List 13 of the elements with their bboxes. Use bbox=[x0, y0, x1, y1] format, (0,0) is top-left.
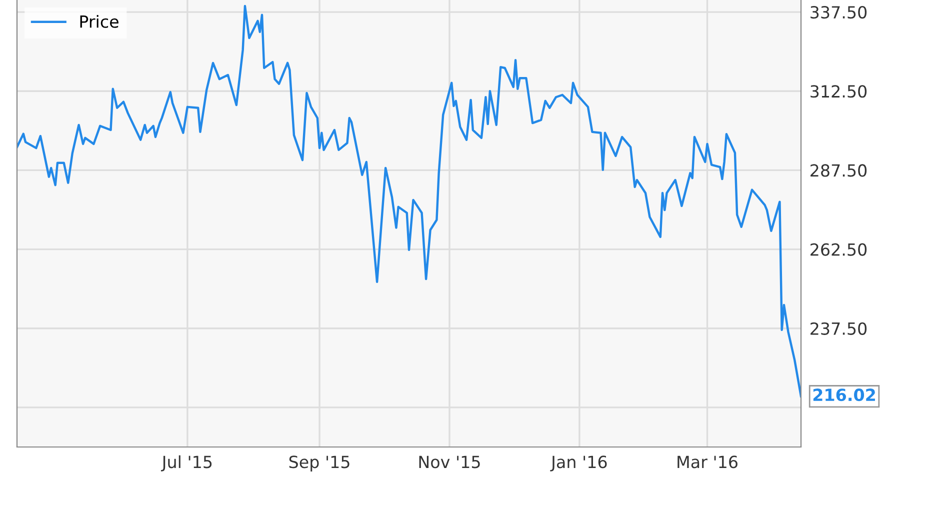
legend-label: Price bbox=[80, 15, 118, 28]
annotation: 216.02 bbox=[813, 388, 875, 402]
y-tick-label: 337.50 bbox=[810, 6, 867, 19]
y-tick-label: 287.50 bbox=[810, 164, 867, 177]
y-tick-label: 237.50 bbox=[810, 322, 867, 335]
y-tick-label: 262.50 bbox=[810, 243, 867, 256]
line-series bbox=[17, 4, 801, 398]
x-tick-label: Sep '15 bbox=[289, 456, 350, 472]
x-tick-label: Jul '15 bbox=[160, 455, 212, 472]
y-tick-label: 312.50 bbox=[810, 85, 867, 98]
x-tick-label: Mar '16 bbox=[678, 456, 738, 468]
x-tick-label: Nov '15 bbox=[419, 456, 480, 468]
x-tick-label: Jan '16 bbox=[550, 456, 607, 472]
